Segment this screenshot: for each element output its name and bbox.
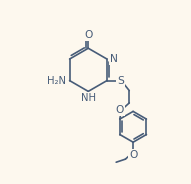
Text: NH: NH: [81, 93, 96, 103]
Text: O: O: [84, 30, 92, 40]
Text: H₂N: H₂N: [47, 76, 66, 86]
Text: N: N: [110, 54, 118, 64]
Text: O: O: [129, 150, 137, 160]
Text: O: O: [115, 105, 123, 115]
Text: S: S: [117, 76, 124, 86]
